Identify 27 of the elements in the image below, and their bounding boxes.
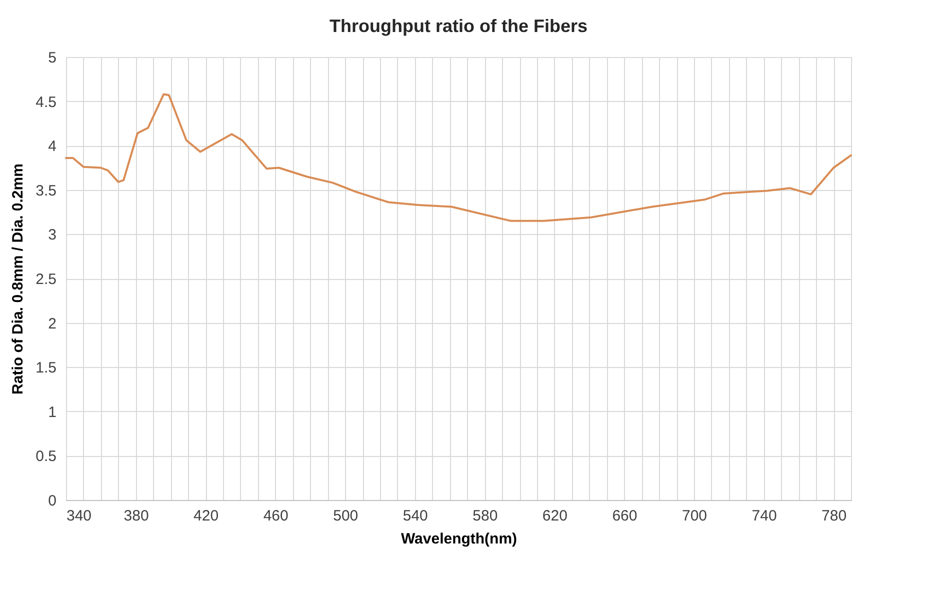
y-tick-label: 0.5 (36, 448, 56, 466)
y-tick-label: 5 (48, 50, 56, 66)
x-tick-label: 780 (822, 508, 847, 524)
x-tick-label: 420 (194, 508, 219, 524)
y-tick-label: 2.5 (36, 271, 56, 288)
x-tick-label: 660 (612, 508, 638, 524)
y-tick-label: 4 (48, 138, 56, 156)
y-tick-label: 4.5 (36, 94, 56, 111)
x-tick-label: 580 (472, 508, 498, 524)
x-axis-title: Wavelength(nm) (400, 530, 518, 548)
chart-title: Throughput ratio of the Fibers (330, 16, 588, 36)
x-tick-label: 460 (263, 508, 288, 524)
line-series (65, 93, 852, 222)
x-tick-label: 620 (542, 508, 568, 524)
y-tick-label: 1 (48, 404, 56, 421)
x-tick-label: 740 (752, 508, 777, 524)
y-axis-title: Ratio of Dia. 0.8mm / Dia. 0.2mm (10, 164, 27, 394)
x-tick-label: 700 (682, 508, 708, 524)
y-tick-label: 0 (48, 492, 56, 510)
x-tick-label: 500 (333, 508, 358, 524)
x-tick-label: 380 (124, 508, 149, 524)
x-tick-label: 340 (66, 508, 92, 524)
y-tick-label: 2 (48, 315, 56, 332)
x-tick-label: 540 (402, 508, 428, 524)
y-tick-label: 3.5 (36, 182, 56, 200)
y-tick-label: 3 (48, 226, 56, 244)
y-tick-label: 1.5 (36, 360, 56, 377)
